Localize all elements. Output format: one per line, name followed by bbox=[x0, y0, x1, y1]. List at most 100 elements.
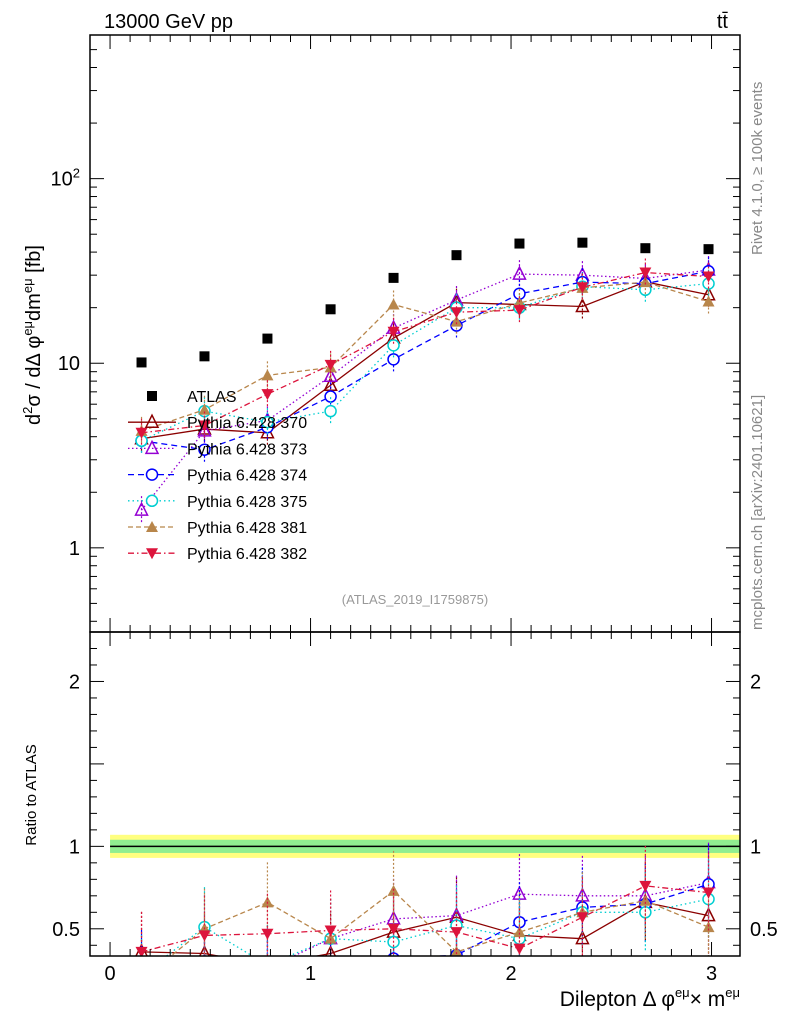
legend-label-p375: Pythia 6.428 375 bbox=[187, 494, 307, 511]
point-p382 bbox=[198, 420, 211, 432]
ratio-point-p382 bbox=[639, 880, 652, 892]
point-p382 bbox=[576, 282, 589, 294]
point-p374 bbox=[198, 443, 211, 456]
point-ATLAS bbox=[388, 272, 399, 283]
legend-marker-p382 bbox=[146, 548, 158, 560]
point-ATLAS bbox=[199, 351, 210, 362]
ratio-point-p370 bbox=[198, 944, 211, 956]
series-line-p370 bbox=[141, 281, 709, 440]
point-p381 bbox=[198, 403, 211, 415]
ratio-point-p370 bbox=[261, 958, 273, 970]
legend-label-p374: Pythia 6.428 374 bbox=[187, 468, 307, 485]
point-ATLAS bbox=[451, 250, 462, 261]
ratio-series-group bbox=[135, 842, 716, 990]
point-ATLAS bbox=[640, 243, 651, 254]
legend-marker-p370 bbox=[144, 413, 160, 428]
ratio-point-p382 bbox=[450, 927, 463, 939]
header-energy: 13000 GeV pp bbox=[104, 11, 233, 33]
point-ATLAS bbox=[514, 238, 525, 249]
series-p382 bbox=[135, 258, 715, 447]
main-y-axis-label: d2σ / dΔ φeμdmeμ [fb] bbox=[20, 245, 45, 425]
point-p374 bbox=[387, 353, 400, 366]
point-p373 bbox=[512, 265, 527, 280]
series-line-p374 bbox=[141, 270, 709, 451]
ratio-point-p375 bbox=[136, 969, 147, 980]
ratio-uncertainty-band bbox=[110, 834, 740, 858]
series-line-p375 bbox=[141, 282, 709, 442]
legend-item-p370: Pythia 6.428 370 bbox=[128, 413, 307, 432]
point-ATLAS bbox=[577, 237, 588, 248]
legend-item-p373: Pythia 6.428 373 bbox=[128, 439, 307, 458]
ratio-series-p382 bbox=[135, 845, 715, 956]
ratio-point-p382 bbox=[513, 943, 526, 955]
legend-item-p375: Pythia 6.428 375 bbox=[128, 494, 307, 511]
ratio-y-tick-label-right: 1 bbox=[750, 836, 761, 858]
legend-label-ATLAS: ATLAS bbox=[187, 389, 237, 406]
series-line-p373 bbox=[141, 269, 709, 511]
rivet-label: Rivet 4.1.0, ≥ 100k events bbox=[749, 82, 766, 255]
point-p374 bbox=[324, 390, 337, 403]
point-p370 bbox=[575, 297, 590, 313]
legend-item-p374: Pythia 6.428 374 bbox=[128, 468, 307, 485]
point-p382 bbox=[261, 389, 274, 401]
legend-label-p382: Pythia 6.428 382 bbox=[187, 546, 307, 563]
ratio-y-tick-label: 0.5 bbox=[52, 919, 80, 941]
ratio-point-p374 bbox=[325, 963, 336, 974]
x-tick-label: 3 bbox=[706, 963, 717, 985]
point-p381 bbox=[261, 369, 274, 381]
series-line-p382 bbox=[141, 271, 709, 434]
ratio-series-p370 bbox=[135, 862, 716, 970]
point-p382 bbox=[135, 427, 148, 439]
point-p375 bbox=[324, 404, 337, 418]
ratio-point-p382 bbox=[387, 923, 400, 935]
ratio-point-p381 bbox=[324, 932, 337, 944]
point-p381 bbox=[387, 298, 400, 310]
ratio-point-p381 bbox=[450, 945, 463, 956]
ratio-y-tick-label-right: 0.5 bbox=[750, 919, 778, 941]
ratio-point-p373 bbox=[136, 978, 148, 990]
legend-marker-p373 bbox=[144, 439, 160, 455]
ratio-point-p382 bbox=[198, 930, 211, 942]
main-y-tick-label: 10 bbox=[58, 353, 80, 375]
ratio-y-tick-label: 1 bbox=[69, 836, 80, 858]
series-line-p381 bbox=[141, 281, 709, 432]
legend-item-p382: Pythia 6.428 382 bbox=[128, 546, 307, 563]
x-tick-label: 1 bbox=[305, 963, 316, 985]
legend-marker-p374 bbox=[145, 468, 159, 481]
ratio-line-p370 bbox=[141, 901, 709, 956]
legend-label-p381: Pythia 6.428 381 bbox=[187, 520, 307, 537]
ratio-point-p382 bbox=[261, 928, 274, 940]
ratio-axis-ticks: 0.5 0.5 1 1 2 2 0 1 2 3 bbox=[52, 632, 778, 985]
x-axis-label-text: Dilepton Δ φeμ× meμ bbox=[560, 985, 740, 1011]
point-p381 bbox=[639, 276, 652, 288]
legend-marker-p381 bbox=[146, 521, 158, 532]
ratio-y-axis-label: Ratio to ATLAS bbox=[23, 744, 40, 845]
ratio-point-p381 bbox=[639, 894, 652, 906]
point-ATLAS bbox=[325, 304, 336, 315]
point-p382 bbox=[450, 307, 463, 319]
point-p382 bbox=[702, 271, 715, 283]
legend-label-p373: Pythia 6.428 373 bbox=[187, 441, 307, 458]
point-p373 bbox=[134, 501, 149, 516]
ratio-point-p374 bbox=[262, 963, 273, 974]
point-p370 bbox=[323, 376, 338, 391]
ratio-y-tick-label: 2 bbox=[69, 671, 80, 693]
point-p381 bbox=[450, 315, 463, 327]
header-process: tt̄ bbox=[717, 11, 729, 33]
ratio-point-p374 bbox=[136, 965, 147, 976]
ratio-point-p382 bbox=[135, 946, 148, 956]
ratio-point-p375 bbox=[262, 960, 273, 971]
ratio-line-p374 bbox=[428, 883, 709, 956]
mcplots-label: mcplots.cern.ch [arXiv:2401.10621] bbox=[749, 395, 766, 630]
ratio-point-p381 bbox=[702, 921, 715, 933]
legend: ATLAS Pythia 6.428 370 Pythia 6.428 373 Pyt… bbox=[128, 389, 307, 563]
ratio-line-p382 bbox=[141, 885, 709, 953]
point-p382 bbox=[387, 326, 400, 338]
ratio-panel: 0.5 0.5 1 1 2 2 0 1 2 3 Ratio to ATLAS Dilepton Δ… bbox=[23, 631, 778, 1011]
ratio-point-p381 bbox=[136, 974, 148, 985]
ratio-point-p374 bbox=[202, 955, 207, 956]
main-frame bbox=[89, 34, 741, 633]
point-ATLAS bbox=[703, 244, 714, 255]
ratio-y-tick-label-right: 2 bbox=[750, 671, 761, 693]
ratio-line-p373 bbox=[292, 881, 709, 956]
